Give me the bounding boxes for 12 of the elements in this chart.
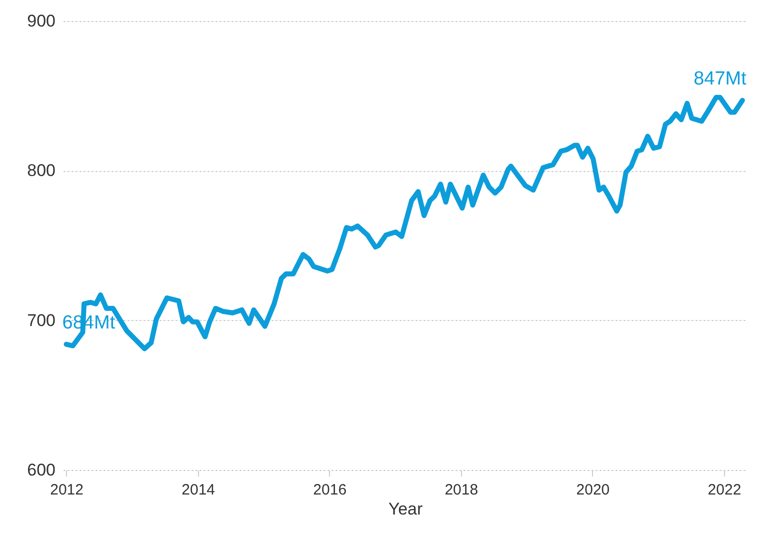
x-tick-label: 2020 xyxy=(576,482,610,498)
x-tick-label: 2012 xyxy=(50,482,84,498)
y-tick-label: 700 xyxy=(27,310,56,330)
y-tick-label: 600 xyxy=(27,460,56,480)
y-tick-label: 900 xyxy=(27,12,56,30)
x-tick-label: 2016 xyxy=(313,482,347,498)
x-axis-title: Year xyxy=(388,500,424,518)
x-tick-label: 2014 xyxy=(182,482,216,498)
annotation: 847Mt xyxy=(694,68,748,90)
x-tick-label: 2022 xyxy=(708,482,742,498)
x-tick-label: 2018 xyxy=(444,482,478,498)
y-tick-label: 800 xyxy=(27,161,56,180)
